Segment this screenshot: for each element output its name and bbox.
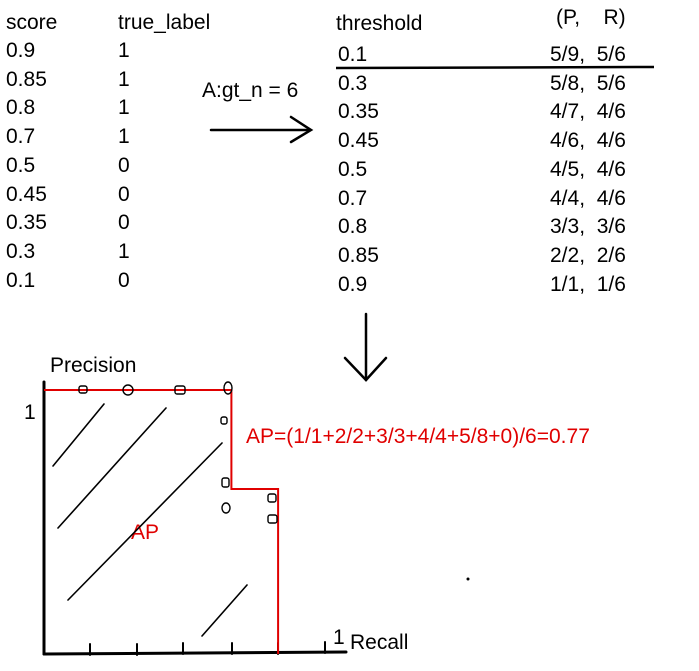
label-cell: 0	[118, 268, 130, 292]
pr-cell: 1/1, 1/6	[550, 272, 626, 296]
ap-formula: AP=(1/1+2/2+3/3+4/4+5/8+0)/6=0.77	[246, 425, 590, 448]
x-axis	[42, 650, 348, 656]
table-separator-line	[335, 65, 655, 70]
gt-count-label: A:gt_n = 6	[202, 79, 299, 102]
threshold-cell: 0.85	[338, 243, 379, 267]
score-header: score	[6, 11, 58, 34]
label-cell: 0	[118, 153, 130, 177]
stray-dot	[466, 577, 470, 581]
threshold-cell: 0.1	[338, 43, 368, 66]
pr-cell: 2/2, 2/6	[550, 243, 626, 267]
pr-cell: 5/9, 5/6	[550, 43, 626, 66]
label-cell: 1	[118, 67, 130, 91]
precision-axis-label: Precision	[50, 354, 137, 377]
down-arrow	[343, 312, 388, 382]
score-cell: 0.85	[6, 67, 47, 91]
curve-markers	[78, 381, 278, 524]
pr-cell: 3/3, 3/6	[550, 215, 626, 239]
pr-curve	[44, 389, 280, 654]
recall-axis-label: Recall	[350, 631, 409, 654]
pr-cell: 4/4, 4/6	[550, 186, 626, 210]
right-arrow	[209, 115, 314, 144]
score-cell: 0.5	[6, 153, 36, 177]
true-label-header: true_label	[118, 11, 211, 34]
label-cell: 1	[118, 125, 130, 149]
pr-step-line	[44, 389, 280, 654]
threshold-cell: 0.35	[338, 100, 379, 124]
pr-cell: 4/6, 4/6	[550, 129, 626, 153]
label-cell: 0	[118, 211, 130, 235]
score-cell: 0.3	[6, 239, 36, 263]
score-cell: 0.8	[6, 96, 36, 120]
threshold-cell: 0.3	[338, 71, 368, 95]
threshold-cell: 0.45	[338, 129, 379, 153]
score-cell: 0.45	[6, 182, 47, 206]
y-axis-tick-label: 1	[24, 401, 36, 424]
threshold-cell: 0.9	[338, 272, 368, 296]
label-cell: 1	[118, 96, 130, 120]
pr-cell: 5/8, 5/6	[550, 71, 626, 95]
pr-cell: 4/5, 4/6	[550, 157, 626, 181]
threshold-cell: 0.5	[338, 157, 368, 181]
pr-header: (P, R)	[556, 6, 626, 29]
x-axis-tick-label: 1	[333, 626, 345, 649]
label-cell: 1	[118, 39, 130, 62]
score-cell: 0.9	[6, 39, 36, 62]
area-label: AP	[131, 521, 160, 544]
plot-axes	[42, 380, 348, 656]
score-cell: 0.1	[6, 268, 36, 292]
label-cell: 1	[118, 239, 130, 263]
pr-cell: 4/7, 4/6	[550, 100, 626, 124]
label-cell: 0	[118, 182, 130, 206]
threshold-cell: 0.8	[338, 215, 368, 239]
threshold-cell: 0.7	[338, 186, 368, 210]
threshold-header: threshold	[336, 12, 423, 35]
area-hatching	[52, 403, 248, 637]
score-cell: 0.35	[6, 211, 47, 235]
score-cell: 0.7	[6, 125, 36, 149]
